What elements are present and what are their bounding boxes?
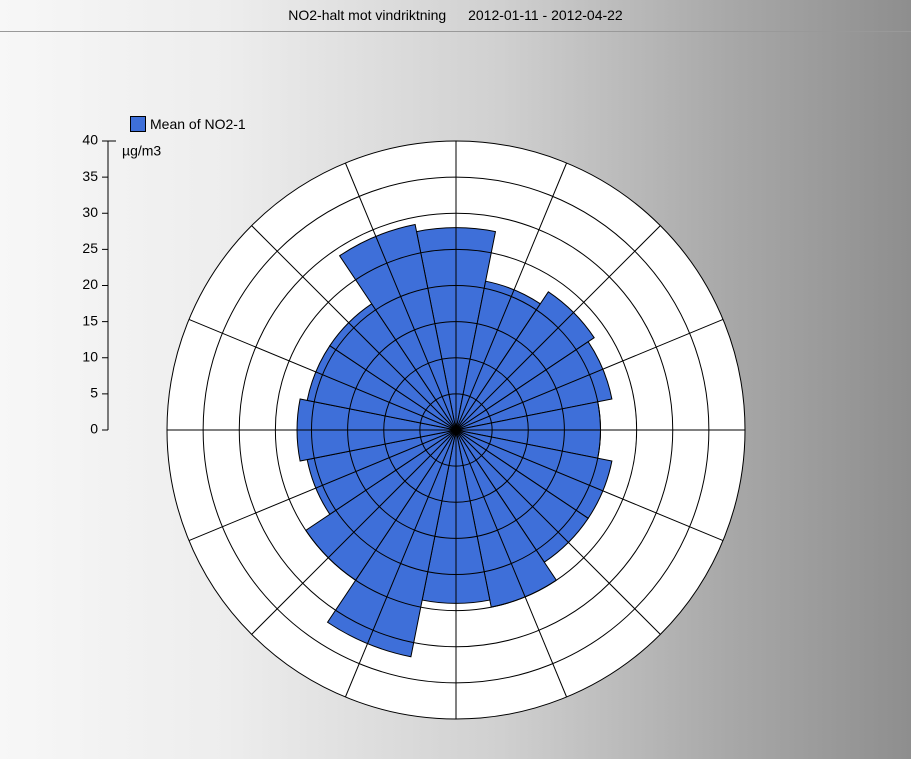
y-axis-tick-label: 40 (82, 132, 98, 148)
y-axis-tick-label: 20 (82, 276, 98, 292)
chart-background: NO2-halt mot vindriktning 2012-01-11 - 2… (0, 0, 911, 759)
wind-rose-chart: 0 5 10 15 20 25 30 35 40 µg/m3 (0, 32, 911, 759)
y-axis-tick-label: 15 (82, 312, 98, 328)
y-axis-label: µg/m3 (122, 142, 161, 158)
y-axis-tick-label: 0 (90, 421, 98, 437)
y-axis-tick-label: 5 (90, 385, 98, 401)
chart-title-bar: NO2-halt mot vindriktning 2012-01-11 - 2… (0, 0, 911, 32)
y-axis-tick-label: 35 (82, 168, 98, 184)
y-axis-tick-label: 30 (82, 204, 98, 220)
y-axis-tick-label: 10 (82, 348, 98, 364)
chart-title-dates: 2012-01-11 - 2012-04-22 (468, 7, 623, 23)
y-axis-tick-label: 25 (82, 240, 98, 256)
chart-title-main: NO2-halt mot vindriktning (288, 4, 446, 26)
